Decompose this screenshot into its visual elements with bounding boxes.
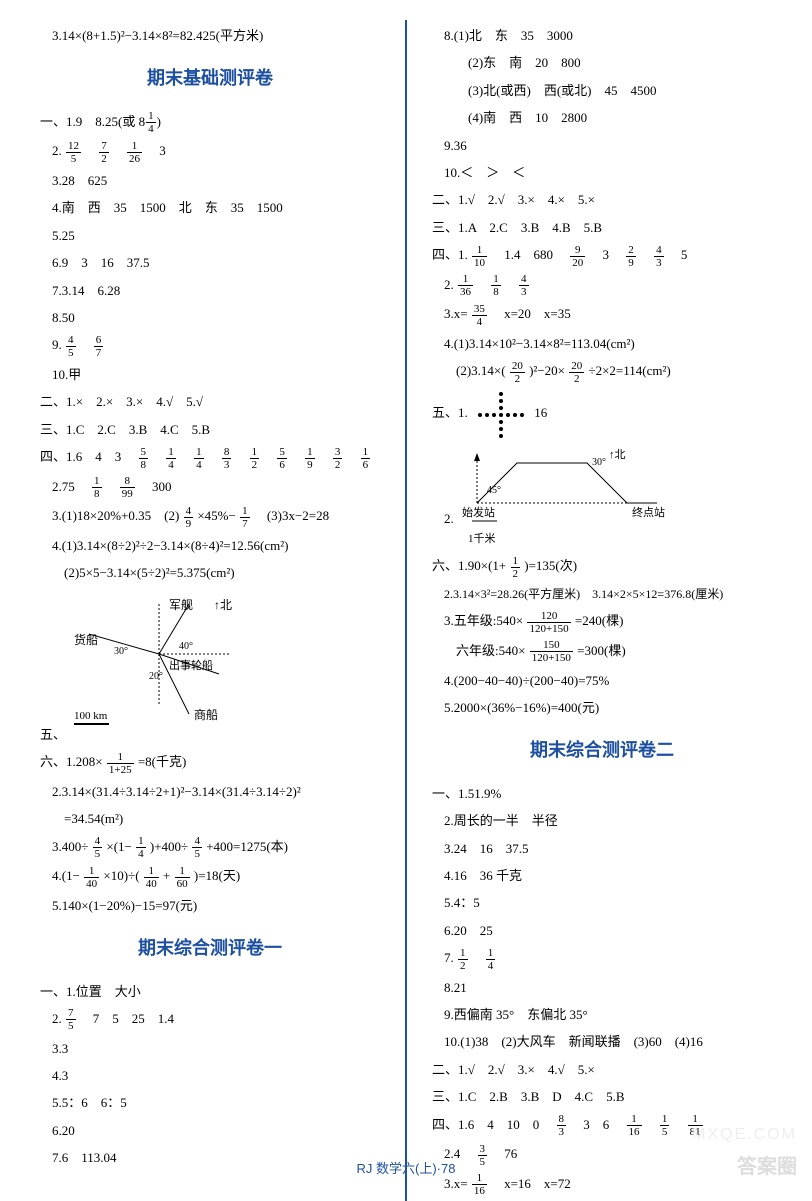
sec1-l3: 3.28 625 [40,169,380,192]
r-sec4-l4: 4.(1)3.14×10²−3.14×8²=113.04(cm²) [432,332,772,355]
r-sec1b-l8: 8.21 [432,976,772,999]
shangchuan-label: 商船 [194,707,218,722]
r-sec4-l2: 2. 136 18 43 [432,273,772,299]
svg-text:30°: 30° [592,457,606,468]
svg-text:45°: 45° [487,485,501,496]
r-sec4-l3: 3.x= 354 x=20 x=35 [432,302,772,328]
sec1-l1: 一、1.9 8.25(或 814) [40,110,380,136]
sec6-l3: 3.400÷ 45 ×(1− 14 )+400÷ 45 +400=1275(本) [40,835,380,861]
r-sec1b-l10: 10.(1)38 (2)大风车 新闻联播 (3)60 (4)16 [432,1030,772,1053]
r-sec6-l1: 六、1.90×(1+ 12 )=135(次) [432,554,772,580]
r-sec6-l5: 5.2000×(36%−16%)=400(元) [432,696,772,719]
r-sec8-l4: (4)南 西 10 2800 [432,106,772,129]
r-sec8-l1: 8.(1)北 东 35 3000 [432,24,772,47]
watermark-url: MXQE.COM [692,1121,797,1150]
sec3: 三、1.C 2.C 3.B 4.C 5.B [40,418,380,441]
section-title-3: 期末综合测评卷二 [432,734,772,766]
r-sec6-l4: 4.(200−40−40)÷(200−40)=75% [432,669,772,692]
north-label: ↑北 [214,598,232,612]
page-footer: RJ 数学六(上)·78 [0,1157,812,1180]
r-sec1b-l6: 6.20 25 [432,919,772,942]
sec1-l4: 4.南 西 35 1500 北 东 35 1500 [40,196,380,219]
sec1b-l4: 4.3 [40,1064,380,1087]
r-sec3b: 三、1.C 2.B 3.B D 4.C 5.B [432,1085,772,1108]
r-sec1b-l9: 9.西偏南 35° 东偏北 35° [432,1003,772,1026]
sec1-l5: 5.25 [40,224,380,247]
r-sec2b: 二、1.√ 2.√ 3.× 4.√ 5.× [432,1058,772,1081]
sec1b-l6: 6.20 [40,1119,380,1142]
sec1b-l3: 3.3 [40,1037,380,1060]
svg-text:始发站: 始发站 [462,505,495,519]
page-content: 3.14×(8+1.5)²−3.14×8²=82.425(平方米) 期末基础测评… [40,20,772,1201]
sec4-l4: 4.(1)3.14×(8÷2)²÷2−3.14×(8÷4)²=12.56(cm²… [40,534,380,557]
sec4-l1: 四、1.6 4 3 58 14 14 83 12 56 19 32 16 [40,445,380,471]
cross-dots-icon [471,389,531,439]
qianmi-label: 1千米 [444,530,772,550]
column-divider [405,20,407,1201]
sec6-l5: 5.140×(1−20%)−15=97(元) [40,894,380,917]
sec2: 二、1.× 2.× 3.× 4.√ 5.√ [40,390,380,413]
sec1-l7: 7.3.14 6.28 [40,279,380,302]
r-sec3: 三、1.A 2.C 3.B 4.B 5.B [432,216,772,239]
watermark-logo: 答案圈 [737,1149,797,1185]
section-title-2: 期末综合测评卷一 [40,932,380,964]
r-sec5: 五、1. 16 [432,389,772,439]
sec1-l10: 10.甲 [40,363,380,386]
r-sec6-l2: 2.3.14×3²=28.26(平方厘米) 3.14×2×5×12=376.8(… [432,584,772,606]
r-sec1b-l2: 2.周长的一半 半径 [432,809,772,832]
top-calc: 3.14×(8+1.5)²−3.14×8²=82.425(平方米) [40,24,380,47]
r-sec1b-l3: 3.24 16 37.5 [432,837,772,860]
angle-40: 40° [179,641,193,652]
left-column: 3.14×(8+1.5)²−3.14×8²=82.425(平方米) 期末基础测评… [40,20,380,1201]
r-sec4-l1: 四、1. 110 1.4 680 920 3 29 43 5 [432,243,772,269]
r-sec1b-l1: 一、1.51.9% [432,782,772,805]
r-sec5-l2: 2. 45° 30° ↑北 始发站 终点站 1千米 [432,443,772,550]
right-column: 8.(1)北 东 35 3000 (2)东 南 20 800 (3)北(或西) … [432,20,772,1201]
r-sec2: 二、1.√ 2.√ 3.× 4.× 5.× [432,188,772,211]
r-sec8-l9: 9.36 [432,134,772,157]
angle-20: 20° [149,671,163,682]
sec1-l9: 9. 45 67 [40,333,380,359]
sec4-l2: 2.75 18 899 300 [40,475,380,501]
r-sec8-l10: 10.＜ ＞ ＜ [432,161,772,184]
chushi-label: 出事轮船 [169,658,213,672]
huochuan-label: 货船 [74,632,98,647]
sec4-l4b: (2)5×5−3.14×(5÷2)²=5.375(cm²) [40,561,380,584]
sec6-l4: 4.(1− 140 ×10)÷( 140 + 160 )=18(天) [40,864,380,890]
sec1b-l5: 5.5：6 6：5 [40,1091,380,1114]
r-sec4-l4b: (2)3.14×( 202 )²−20× 202 ÷2×2=114(cm²) [432,359,772,385]
angle-30: 30° [114,646,128,657]
svg-text:↑北: ↑北 [609,448,626,461]
junjian-label: 军舰 [169,598,193,612]
sec1b-l2: 2. 75 7 5 25 1.4 [40,1007,380,1033]
r-sec8-l3: (3)北(或西) 西(或北) 45 4500 [432,79,772,102]
r-sec1b-l4: 4.16 36 千克 [432,864,772,887]
svg-text:终点站: 终点站 [632,505,665,519]
section-title-1: 期末基础测评卷 [40,62,380,94]
scale-label: 100 km [74,710,108,722]
r-sec1b-l7: 7. 12 14 [432,946,772,972]
sec1-l8: 8.50 [40,306,380,329]
route-diagram: 45° 30° ↑北 始发站 终点站 [457,443,677,523]
compass-diagram: 军舰 ↑北 货船 30° 40° 20° 出事轮船 商船 100 km [69,594,249,734]
sec1-l2: 2. 125 72 126 3 [40,139,380,165]
sec6-l1: 六、1.208× 11+25 =8(千克) [40,750,380,776]
r-sec8-l2: (2)东 南 20 800 [432,51,772,74]
sec4-l3: 3.(1)18×20%+0.35 (2) 49 ×45%− 17 (3)3x−2… [40,504,380,530]
r-sec6-l3b: 六年级:540× 150120+150 =300(棵) [432,639,772,665]
sec1b-l1: 一、1.位置 大小 [40,980,380,1003]
sec5-diagram: 五、 军舰 ↑北 货船 30° 40° 20° 出事轮船 商船 100 km [40,589,380,746]
sec1-l6: 6.9 3 16 37.5 [40,251,380,274]
r-sec6-l3: 3.五年级:540× 120120+150 =240(棵) [432,609,772,635]
r-sec1b-l5: 5.4：5 [432,891,772,914]
sec6-l2: 2.3.14×(31.4÷3.14÷2+1)²−3.14×(31.4÷3.14÷… [40,780,380,803]
sec6-l2b: =34.54(m²) [40,807,380,830]
